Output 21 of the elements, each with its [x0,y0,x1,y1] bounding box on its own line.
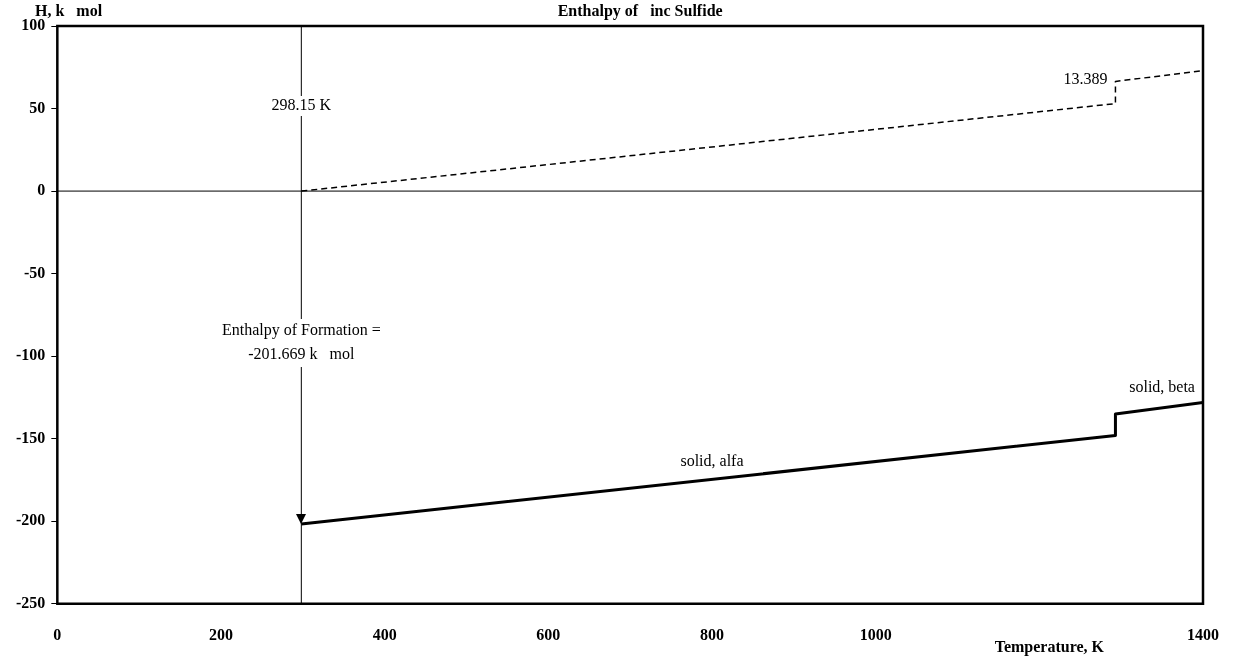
y-tick-label: -200 [16,511,46,529]
x-axis-title: Temperature, K [994,638,1105,657]
x-tick-label: 200 [209,625,233,643]
chart-title: Enthalpy of inc Sulfide [557,2,723,21]
x-tick-label: 800 [700,625,724,643]
y-tick-label: 0 [37,181,46,199]
x-tick-label: 1400 [1187,625,1219,643]
ref-line-label: 298.15 K [271,96,332,114]
y-tick-label: -100 [16,346,46,364]
y-tick-label: 50 [29,98,46,116]
x-tick-label: 1000 [859,625,892,643]
annotation: solid, alfa [680,452,744,470]
x-tick-label: 0 [53,625,62,643]
annotation: 13.389 [1063,69,1108,87]
x-tick-label: 600 [536,625,561,643]
annotation: solid, beta [1129,377,1195,395]
x-tick-label: 400 [372,625,397,643]
annotation: Enthalpy of Formation = -201.669 k mol [221,321,381,363]
y-tick-label: -50 [24,263,46,281]
y-tick-label: -250 [16,593,46,611]
y-tick-label: -150 [16,428,46,446]
